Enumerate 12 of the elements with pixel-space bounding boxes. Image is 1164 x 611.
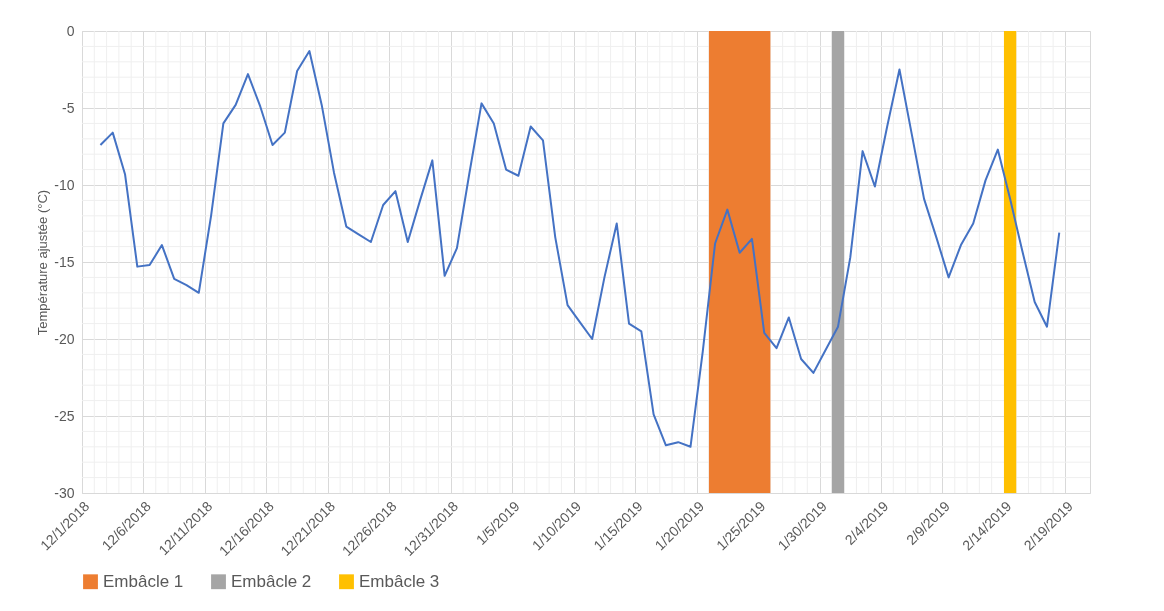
y-axis-title: Température ajustée (°C) — [35, 189, 51, 336]
y-tick-label: -5 — [62, 99, 75, 116]
legend-label: Embâcle 1 — [103, 571, 184, 591]
y-tick-label: -15 — [54, 253, 75, 270]
legend-label: Embâcle 2 — [231, 571, 312, 591]
y-tick-label: -20 — [54, 330, 75, 347]
line-series — [99, 50, 1061, 448]
y-tick-label: -10 — [54, 176, 75, 193]
legend-label: Embâcle 3 — [359, 571, 440, 591]
y-tick-label: 0 — [66, 22, 75, 39]
y-tick-label: -30 — [54, 484, 75, 501]
y-tick-label: -25 — [54, 407, 75, 424]
